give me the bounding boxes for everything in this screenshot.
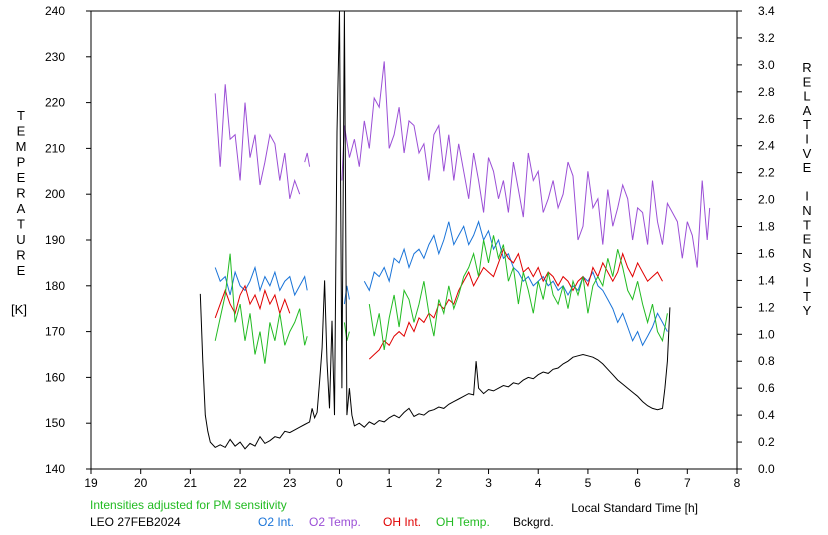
right-y-tick-label: 0.6 (758, 381, 775, 395)
station-date-label: LEO 27FEB2024 (90, 515, 181, 529)
x-tick-label: 5 (585, 476, 592, 490)
right-axis-title-letter: A (803, 103, 812, 118)
right-axis-title-letter: E (803, 160, 812, 175)
left-y-tick-label: 140 (45, 462, 65, 476)
o2-int-line (214, 265, 308, 297)
o2-temp-line (341, 61, 711, 268)
right-y-tick-label: 1.4 (758, 273, 775, 287)
right-y-tick-label: 3.2 (758, 31, 775, 45)
legend-bckgrd: Bckgrd. (513, 515, 554, 529)
left-axis-unit: [K] (11, 302, 27, 317)
left-axis-title-letter: E (17, 263, 26, 278)
right-axis-title-letter: E (803, 74, 812, 89)
left-y-tick-label: 230 (45, 50, 65, 64)
right-axis-title-letter: R (802, 60, 811, 75)
x-tick-label: 22 (233, 476, 247, 490)
left-y-tick-label: 240 (45, 4, 65, 18)
labels-group: 19 20 21 22 23 0 1 2 3 4 5 6 7 8140150160170180190200… (11, 4, 812, 515)
right-y-tick-label: 1.2 (758, 300, 775, 314)
right-axis-title-letter: N (802, 203, 811, 218)
adjustment-note: Intensities adjusted for PM sensitivity (90, 498, 287, 512)
left-axis-title-letter: U (16, 232, 25, 247)
x-tick-label: 7 (684, 476, 691, 490)
left-axis-title-letter: E (17, 170, 26, 185)
x-tick-label: 8 (734, 476, 741, 490)
right-axis-title-letter: T (803, 289, 811, 304)
oh-int-line (368, 247, 663, 360)
legend-o2-int: O2 Int. (258, 515, 295, 529)
right-y-tick-label: 0.8 (758, 354, 775, 368)
x-tick-label: 21 (184, 476, 198, 490)
bckgrd-line (199, 10, 671, 450)
right-y-tick-label: 3.4 (758, 4, 775, 18)
oh-temp-line (214, 253, 308, 364)
left-y-tick-label: 220 (45, 96, 65, 110)
right-axis-title-letter: I (805, 189, 809, 204)
legend-o2-temp: O2 Temp. (309, 515, 361, 529)
right-y-tick-label: 1.8 (758, 220, 775, 234)
right-axis-title-letter: T (803, 117, 811, 132)
left-y-tick-label: 210 (45, 141, 65, 155)
left-axis-title-letter: T (17, 108, 25, 123)
o2-int-line (363, 220, 668, 347)
x-tick-label: 2 (436, 476, 443, 490)
left-axis-title-letter: P (17, 155, 26, 170)
right-axis-title-letter: L (803, 89, 810, 104)
left-y-tick-label: 170 (45, 325, 65, 339)
oh-int-line (214, 284, 291, 319)
right-y-tick-label: 2.0 (758, 193, 775, 207)
x-tick-label: 4 (535, 476, 542, 490)
left-axis-title-letter: T (17, 217, 25, 232)
right-y-tick-label: 0.0 (758, 462, 775, 476)
x-tick-label: 20 (134, 476, 148, 490)
left-axis-title-letter: R (16, 186, 25, 201)
right-y-tick-label: 2.8 (758, 85, 775, 99)
left-y-tick-label: 190 (45, 233, 65, 247)
right-y-tick-label: 2.2 (758, 166, 775, 180)
x-tick-label: 23 (283, 476, 297, 490)
axes-group (86, 10, 742, 474)
series-group (199, 10, 711, 450)
right-y-tick-label: 2.4 (758, 139, 775, 153)
left-axis-title-letter: R (16, 248, 25, 263)
oh-temp-line (368, 235, 668, 350)
left-y-tick-label: 160 (45, 370, 65, 384)
left-axis-title-letter: M (16, 139, 27, 154)
right-y-tick-label: 1.0 (758, 327, 775, 341)
right-y-tick-label: 1.6 (758, 246, 775, 260)
right-axis-title-letter: V (803, 146, 812, 161)
x-tick-label: 19 (84, 476, 98, 490)
x-tick-label: 6 (634, 476, 641, 490)
right-axis-title-letter: T (803, 217, 811, 232)
right-axis-title-letter: N (802, 246, 811, 261)
left-y-tick-label: 180 (45, 279, 65, 293)
right-axis-title-letter: I (805, 275, 809, 290)
o2-temp-line (214, 84, 301, 199)
o2-int-line (343, 285, 350, 305)
right-axis-title-letter: I (805, 132, 809, 147)
x-axis-title: Local Standard Time [h] (571, 501, 698, 515)
o2-temp-line (304, 152, 311, 167)
right-y-tick-label: 0.2 (758, 435, 775, 449)
x-tick-label: 0 (336, 476, 343, 490)
left-y-tick-label: 200 (45, 187, 65, 201)
legend-oh-int: OH Int. (383, 515, 422, 529)
right-y-tick-label: 0.4 (758, 408, 775, 422)
left-axis-title-letter: E (17, 124, 26, 139)
left-y-tick-label: 150 (45, 416, 65, 430)
right-axis-title-letter: Y (803, 303, 812, 318)
x-tick-label: 3 (485, 476, 492, 490)
legend-oh-temp: OH Temp. (436, 515, 490, 529)
right-axis-title-letter: E (803, 232, 812, 247)
right-axis-title-letter: S (803, 260, 812, 275)
left-axis-title-letter: A (17, 201, 26, 216)
x-tick-label: 1 (386, 476, 393, 490)
right-y-tick-label: 2.6 (758, 112, 775, 126)
right-y-tick-label: 3.0 (758, 58, 775, 72)
